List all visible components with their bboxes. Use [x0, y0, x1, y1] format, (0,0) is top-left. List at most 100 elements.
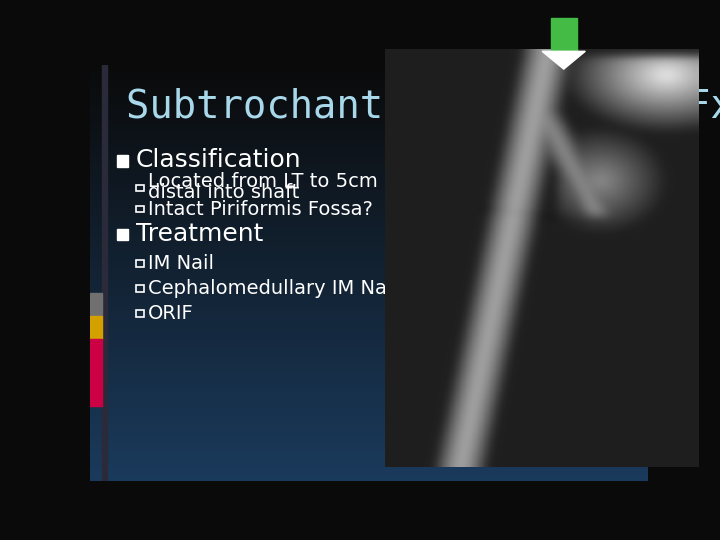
Bar: [90, 87, 648, 90]
Bar: [90, 140, 648, 141]
Bar: [90, 408, 648, 410]
Bar: [102, 65, 107, 481]
Bar: [90, 256, 648, 258]
Bar: [90, 131, 648, 133]
Bar: [90, 352, 648, 354]
Bar: [90, 214, 648, 217]
Bar: [90, 314, 648, 316]
Bar: [90, 69, 648, 71]
Bar: [90, 431, 648, 433]
Bar: [90, 400, 648, 402]
Bar: [90, 225, 648, 227]
Bar: [90, 179, 648, 181]
Text: Located from LT to 5cm: Located from LT to 5cm: [148, 172, 378, 191]
Bar: [90, 292, 648, 294]
Bar: [90, 383, 648, 385]
Bar: [90, 154, 648, 156]
Bar: [90, 262, 648, 265]
Bar: [90, 443, 648, 446]
Bar: [90, 273, 648, 275]
Bar: [90, 127, 648, 129]
Bar: [90, 198, 648, 200]
Bar: [90, 349, 648, 352]
Bar: [90, 227, 648, 229]
Bar: [90, 246, 648, 248]
Bar: [90, 333, 648, 335]
Bar: [90, 476, 648, 478]
Bar: [90, 321, 648, 322]
Bar: [90, 173, 648, 175]
Bar: [90, 478, 648, 481]
Bar: [90, 462, 648, 464]
Text: Subtrochanteric  Femur  Fx: Subtrochanteric Femur Fx: [126, 87, 720, 126]
Bar: [90, 114, 648, 117]
Text: Treatment: Treatment: [136, 222, 263, 246]
Bar: [90, 171, 648, 173]
Bar: [90, 385, 648, 387]
Bar: [90, 67, 648, 69]
Bar: [90, 196, 648, 198]
Bar: [90, 111, 648, 113]
Text: Cephalomedullary IM Nail: Cephalomedullary IM Nail: [148, 279, 398, 298]
Bar: [90, 221, 648, 223]
Bar: [90, 395, 648, 397]
Bar: [90, 138, 648, 140]
Bar: [90, 364, 648, 366]
Bar: [90, 156, 648, 158]
Bar: [90, 373, 648, 375]
Bar: [90, 121, 648, 123]
Bar: [90, 148, 648, 150]
Bar: [90, 123, 648, 125]
Bar: [90, 402, 648, 404]
Bar: [90, 446, 648, 447]
Bar: [90, 468, 648, 470]
Bar: [90, 133, 648, 136]
Bar: [90, 146, 648, 148]
Text: Intact Piriformis Fossa?: Intact Piriformis Fossa?: [148, 200, 373, 219]
Bar: [117, 228, 128, 240]
Bar: [90, 416, 648, 418]
Bar: [90, 472, 648, 474]
Bar: [90, 102, 648, 104]
Bar: [90, 329, 648, 331]
Bar: [90, 85, 648, 87]
Bar: [90, 427, 648, 429]
Bar: [90, 265, 648, 266]
Bar: [90, 208, 648, 210]
Bar: [90, 308, 648, 310]
Bar: [90, 144, 648, 146]
Bar: [90, 202, 648, 204]
Bar: [90, 94, 648, 96]
Bar: [90, 90, 648, 92]
Bar: [90, 441, 648, 443]
Bar: [90, 387, 648, 389]
Bar: [90, 458, 648, 460]
Bar: [90, 268, 648, 271]
Bar: [90, 293, 102, 316]
Bar: [90, 358, 648, 360]
Bar: [90, 252, 648, 254]
Bar: [90, 466, 648, 468]
Bar: [90, 75, 648, 77]
Bar: [90, 289, 648, 292]
Bar: [90, 377, 648, 379]
Bar: [90, 420, 648, 422]
Bar: [90, 277, 648, 279]
Bar: [90, 190, 648, 192]
Bar: [90, 393, 648, 395]
Bar: [90, 381, 648, 383]
Bar: [90, 275, 648, 277]
Bar: [90, 239, 648, 241]
Text: distal into shaft: distal into shaft: [148, 184, 300, 202]
Bar: [136, 206, 143, 212]
Bar: [90, 464, 648, 466]
Bar: [90, 167, 648, 168]
Bar: [90, 337, 648, 339]
Bar: [90, 460, 648, 462]
Bar: [90, 397, 648, 400]
Bar: [90, 439, 648, 441]
Bar: [90, 241, 648, 244]
Bar: [90, 141, 648, 144]
Bar: [90, 341, 648, 343]
Bar: [136, 285, 143, 292]
